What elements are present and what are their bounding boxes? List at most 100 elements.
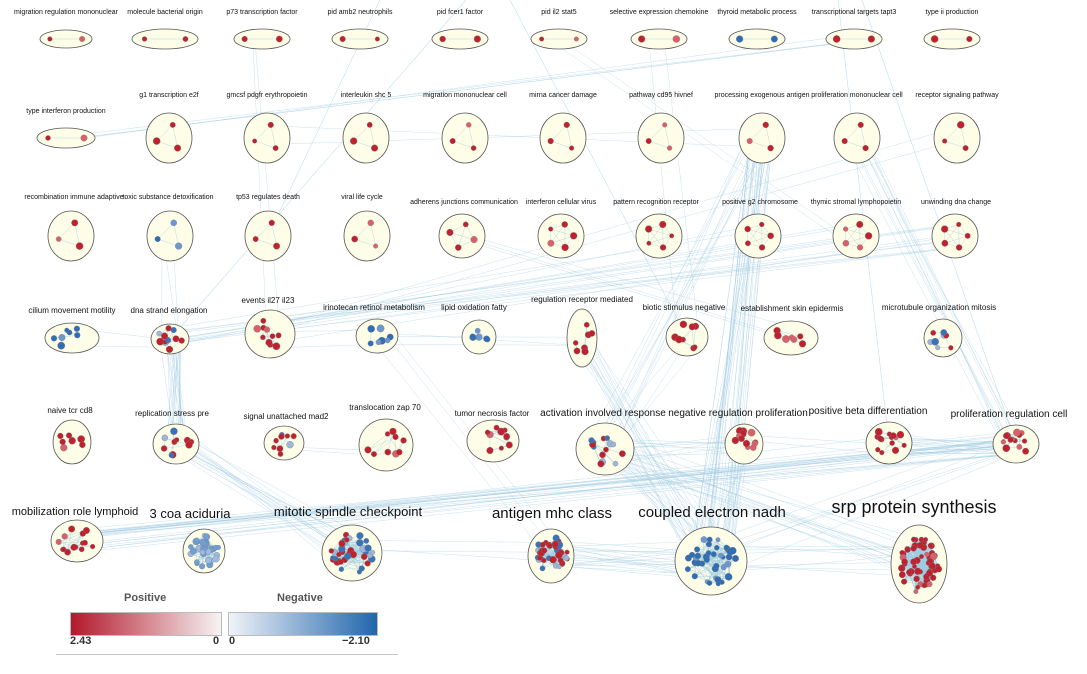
gene-node — [455, 244, 462, 251]
node-link — [844, 140, 866, 149]
node-link — [881, 437, 897, 453]
cluster-label: pathway cd95 hivnef — [629, 92, 693, 99]
gene-node — [66, 329, 73, 336]
gene-node — [64, 548, 71, 556]
gene-node — [338, 559, 344, 565]
cluster-label: pattern recognition receptor — [613, 199, 699, 206]
gene-node — [170, 327, 177, 334]
gene-node — [862, 145, 869, 152]
gene-node — [857, 244, 864, 251]
gene-node — [330, 555, 336, 561]
gene-node — [928, 562, 936, 570]
cluster-link — [63, 452, 1023, 536]
node-link — [747, 235, 771, 244]
node-link — [691, 539, 710, 556]
gene-node — [597, 460, 605, 468]
gene-node — [662, 122, 668, 128]
cluster-label: recombination immune adaptive — [24, 194, 123, 201]
cluster-link — [280, 141, 955, 331]
gene-node — [797, 333, 804, 340]
gene-node — [75, 242, 84, 250]
cluster-link — [600, 127, 756, 444]
node-link — [452, 140, 474, 149]
gene-node — [749, 444, 757, 451]
cluster-link — [649, 44, 678, 331]
gene-node — [152, 137, 161, 145]
gene-node — [892, 446, 900, 454]
cluster-link — [90, 439, 1015, 543]
node-link — [369, 124, 375, 149]
gene-node — [646, 240, 652, 246]
legend-positive-gradient — [70, 612, 222, 636]
cluster-22: tp53 regulates death — [236, 194, 300, 262]
cluster-link — [864, 142, 1022, 452]
gene-node — [370, 549, 376, 555]
cluster-33: irinotecan retinol metabolism — [323, 303, 425, 354]
cluster-link — [727, 142, 765, 549]
node-link — [367, 433, 388, 451]
cluster-link — [71, 440, 1019, 539]
cluster-bubble — [931, 213, 979, 259]
cluster-bubble — [355, 318, 399, 354]
gene-node — [212, 555, 220, 563]
cluster-label: dna strand elongation — [131, 306, 208, 315]
cluster-link — [714, 545, 910, 548]
cluster-bubble — [343, 210, 391, 262]
cluster-label: pid il2 stat5 — [541, 9, 577, 16]
gene-node — [926, 581, 933, 588]
gene-node — [275, 332, 282, 339]
node-link — [254, 140, 276, 149]
cluster-label: naive tcr cd8 — [47, 406, 93, 415]
cluster-7: thyroid metabolic process — [717, 9, 797, 50]
gene-node — [1002, 444, 1011, 453]
gene-node — [692, 344, 698, 350]
cluster-link — [592, 123, 754, 450]
node-link — [341, 568, 362, 570]
gene-node — [573, 36, 579, 42]
node-link — [944, 235, 968, 244]
gene-node — [561, 221, 568, 228]
gene-node — [190, 547, 197, 555]
cluster-label: biotic stimulus negative — [643, 303, 726, 312]
cluster-link — [254, 33, 280, 332]
gene-node — [344, 552, 352, 560]
gene-node — [930, 330, 937, 336]
cluster-9: type ii production — [923, 9, 981, 50]
cluster-49: 3 coa aciduria — [150, 506, 231, 574]
node-link — [914, 566, 930, 572]
gene-node — [79, 530, 86, 537]
legend-baseline — [56, 654, 398, 655]
cluster-18: proliferation mononuclear cell — [811, 92, 903, 164]
gene-node — [555, 551, 563, 559]
legend-positive-title: Positive — [124, 592, 167, 604]
gene-node — [469, 333, 476, 340]
gene-node — [375, 339, 382, 346]
gene-node — [956, 221, 962, 227]
cluster-bubble — [832, 213, 880, 259]
gene-node — [449, 138, 456, 145]
gene-node — [931, 337, 939, 346]
gene-node — [339, 35, 346, 43]
gene-node — [774, 331, 782, 340]
color-legend: Positive Negative 2.43 0 0 −2.10 — [56, 592, 398, 656]
node-link — [550, 124, 567, 142]
gene-node — [1016, 443, 1023, 450]
cluster-bubble — [637, 112, 685, 164]
gene-node — [55, 236, 62, 242]
gene-node — [77, 435, 85, 443]
gene-node — [160, 445, 168, 452]
gene-node — [367, 325, 375, 333]
gene-node — [169, 121, 176, 128]
cluster-link — [616, 455, 929, 542]
node-link — [263, 320, 277, 347]
node-link — [58, 222, 75, 240]
gene-node — [659, 220, 667, 228]
gene-node — [762, 121, 769, 128]
gene-node — [367, 219, 374, 227]
cluster-label: negative regulation proliferation — [668, 408, 808, 419]
cluster-label: receptor signaling pathway — [915, 92, 999, 99]
gene-node — [758, 244, 766, 251]
gene-node — [170, 219, 177, 227]
gene-node — [679, 320, 688, 329]
gene-node — [549, 556, 557, 564]
